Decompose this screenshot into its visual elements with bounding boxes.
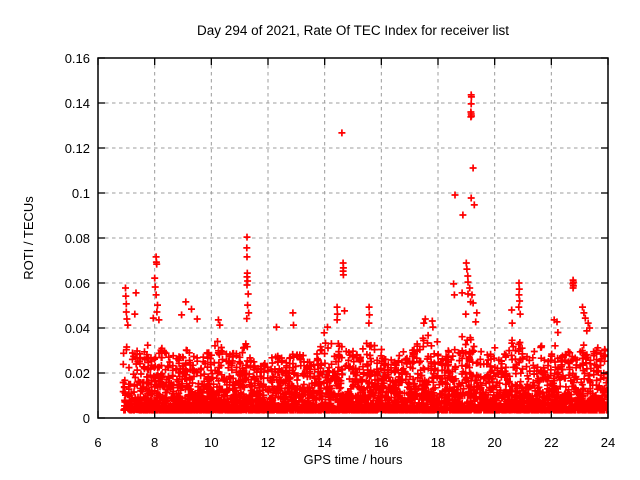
axes: 6 8 10 12 14 16 18 20 22 24 0 0.02 0.04 0.06 0.08 0.1 0.… (65, 51, 616, 450)
y-tick-label: 0.12 (65, 141, 90, 156)
grid-lines (98, 58, 608, 418)
x-tick-label: 20 (487, 435, 501, 450)
x-tick-label: 6 (94, 435, 101, 450)
y-tick-label: 0.1 (72, 186, 90, 201)
x-tick-label: 24 (601, 435, 615, 450)
x-tick-label: 22 (544, 435, 558, 450)
y-tick-label: 0.06 (65, 276, 90, 291)
data-layer (119, 91, 608, 414)
x-tick-label: 10 (204, 435, 218, 450)
x-tick-label: 16 (374, 435, 388, 450)
roti-data-points (119, 91, 608, 414)
y-tick-label: 0.08 (65, 231, 90, 246)
y-tick-label: 0.16 (65, 51, 90, 66)
x-tick-label: 14 (317, 435, 331, 450)
y-tick-label: 0.04 (65, 321, 90, 336)
y-tick-label: 0.14 (65, 96, 90, 111)
chart-title: Day 294 of 2021, Rate Of TEC Index for r… (197, 23, 509, 38)
x-tick-label: 18 (431, 435, 445, 450)
y-tick-label: 0.02 (65, 366, 90, 381)
y-axis-label: ROTI / TECUs (21, 196, 36, 280)
x-tick-label: 12 (261, 435, 275, 450)
x-tick-label: 8 (151, 435, 158, 450)
x-axis-label: GPS time / hours (304, 452, 403, 467)
y-tick-label: 0 (83, 411, 90, 426)
